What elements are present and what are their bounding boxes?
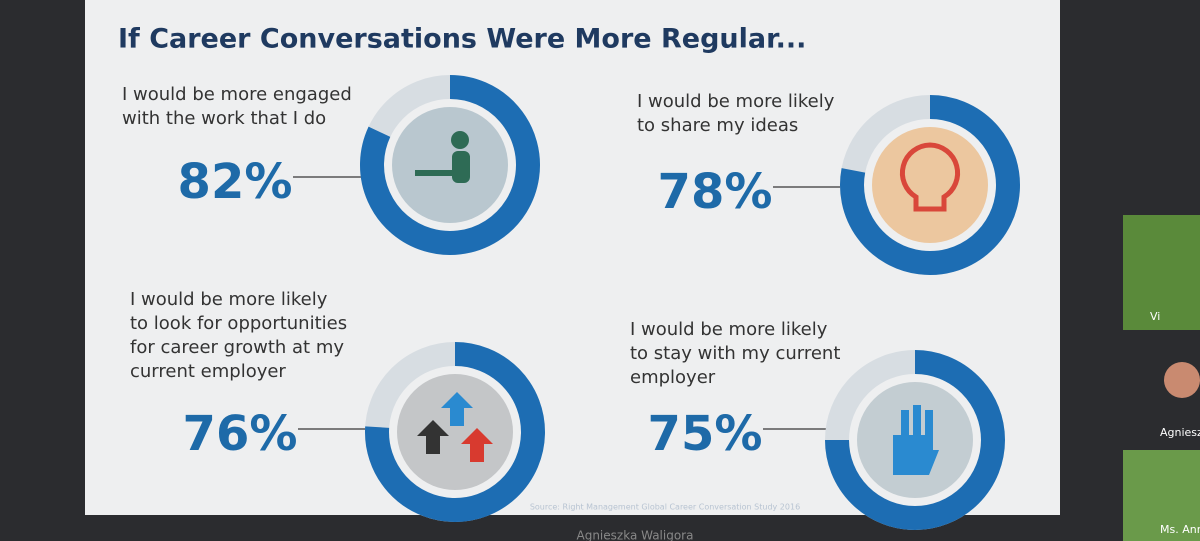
icon-bg (392, 107, 508, 223)
participant-avatar (1164, 362, 1200, 398)
participant-name: Vi (1150, 310, 1160, 323)
progress-arc (840, 95, 1020, 275)
percentage: 78% (658, 164, 773, 220)
item-text: current employer (130, 361, 286, 382)
participant-name: Ms. Annie Bro (1160, 523, 1200, 536)
progress-arc (365, 342, 545, 522)
participant-tile (1123, 450, 1200, 541)
item-text: employer (630, 367, 716, 388)
item-text: to stay with my current (630, 343, 840, 364)
percentage: 75% (648, 406, 763, 462)
icon-chair (452, 151, 470, 183)
item-text: to look for opportunities (130, 313, 347, 334)
icon-arrow (441, 392, 473, 426)
participant-tile (1123, 215, 1200, 330)
icon-person (451, 131, 469, 149)
percentage: 76% (183, 406, 298, 462)
icon-bg (397, 374, 513, 490)
slide-title: If Career Conversations Were More Regula… (118, 24, 806, 55)
item-text: for career growth at my (130, 337, 344, 358)
presenter-name: Agnieszka Waligora (577, 529, 694, 541)
icon-hand (893, 405, 939, 475)
percentage: 82% (178, 154, 293, 210)
item-text: I would be more engaged (122, 84, 352, 105)
icon-arrow (461, 428, 493, 462)
progress-arc (825, 350, 1005, 530)
participant-name: Agnieszk (1160, 426, 1200, 439)
item-text: to share my ideas (637, 115, 798, 136)
source: Source: Right Management Global Career C… (530, 503, 800, 512)
icon-bg (872, 127, 988, 243)
item-text: I would be more likely (630, 319, 828, 340)
item-text: with the work that I do (122, 108, 326, 129)
icon-bulb (899, 142, 961, 212)
icon-arrow (417, 420, 449, 454)
progress-arc (360, 75, 540, 255)
icon-desk (415, 170, 460, 176)
item-text: I would be more likely (637, 91, 835, 112)
item-text: I would be more likely (130, 289, 328, 310)
